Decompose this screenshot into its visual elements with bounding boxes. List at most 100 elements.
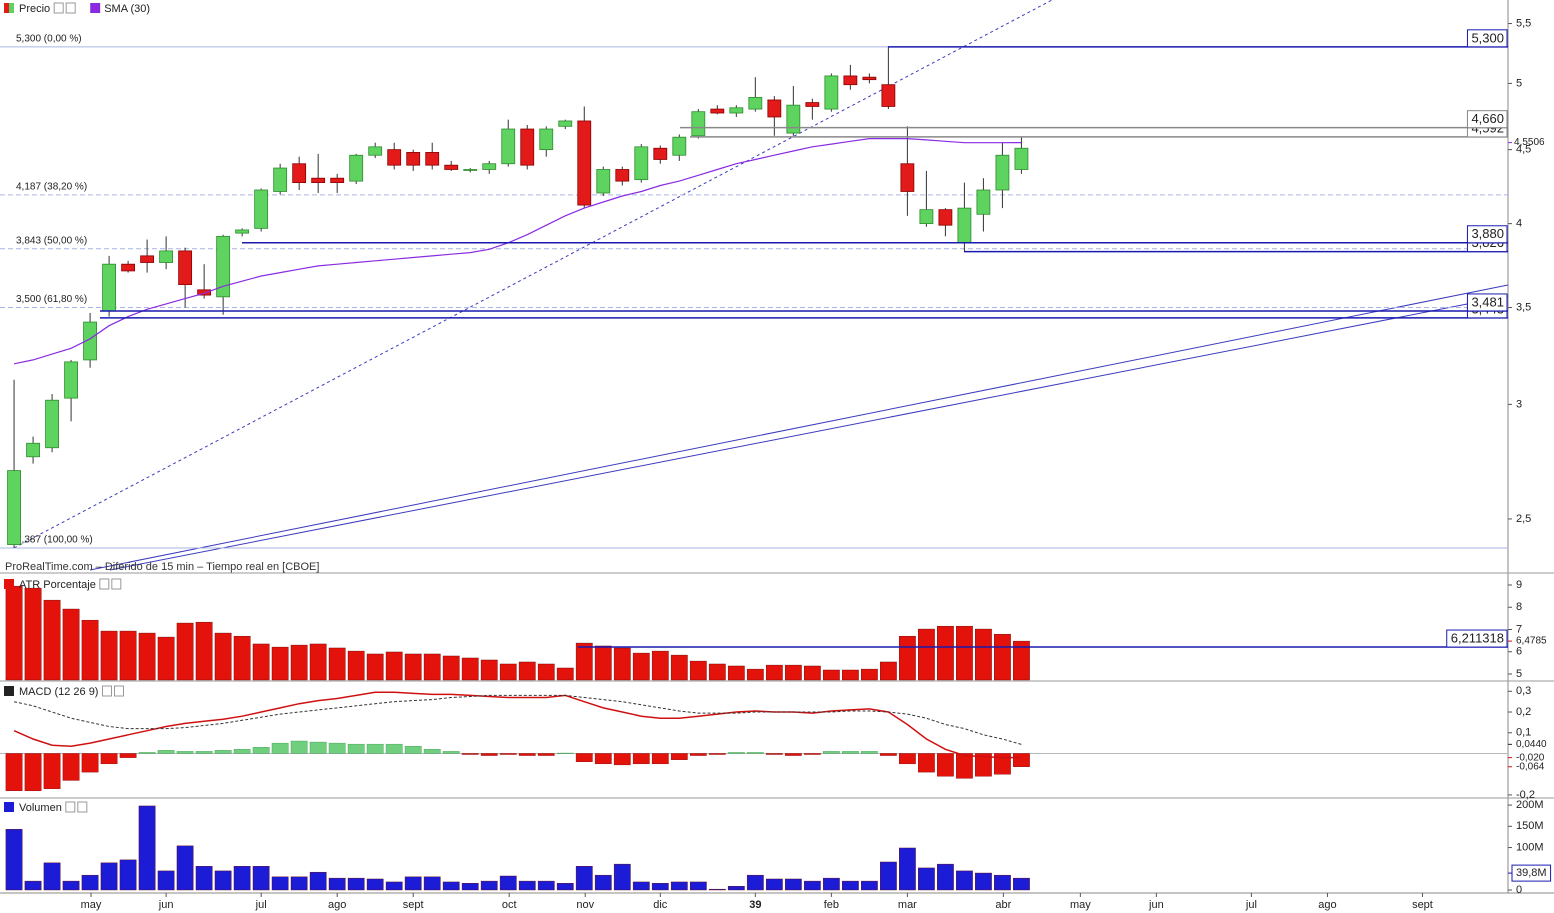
bar	[937, 863, 954, 891]
histogram-bar	[499, 753, 517, 755]
bar	[100, 862, 118, 891]
histogram-bar	[670, 753, 688, 760]
bar	[138, 632, 156, 681]
histogram-bar	[556, 752, 574, 754]
candle-body	[235, 229, 250, 234]
y-tick-label: 0,2	[1516, 706, 1531, 718]
bar	[5, 829, 23, 891]
settings-icon[interactable]	[99, 578, 110, 590]
bar	[822, 877, 840, 891]
bar	[537, 880, 555, 891]
bar	[214, 632, 232, 681]
channel-line	[89, 284, 1509, 571]
candle-body	[254, 189, 269, 229]
histogram-bar	[594, 753, 612, 765]
bar	[499, 875, 517, 891]
bar	[442, 881, 460, 891]
bar	[537, 663, 555, 681]
histogram-bar	[404, 746, 422, 754]
panel-title: Precio	[19, 3, 50, 15]
bar	[271, 876, 289, 891]
add-icon[interactable]	[65, 2, 76, 14]
settings-icon[interactable]	[101, 685, 112, 697]
bar	[252, 643, 270, 681]
bar	[518, 661, 536, 681]
x-tick-label: 39	[749, 899, 761, 911]
add-icon[interactable]	[113, 685, 124, 697]
x-tick-label: jun	[1148, 899, 1164, 911]
bar	[176, 622, 194, 681]
bar	[214, 870, 232, 891]
sma-line	[13, 138, 1022, 365]
bar	[765, 664, 783, 681]
candle-body	[406, 152, 421, 166]
histogram-bar	[727, 752, 745, 754]
candle-body	[615, 169, 630, 182]
histogram-bar	[994, 753, 1011, 775]
y-tick-label: 4,5	[1516, 144, 1531, 156]
x-tick-label: mar	[898, 899, 917, 911]
add-icon[interactable]	[111, 578, 122, 590]
candle-body	[805, 102, 820, 107]
bar	[119, 859, 137, 891]
bar	[994, 874, 1011, 891]
histogram-bar	[328, 742, 346, 754]
bar	[708, 663, 726, 681]
axis-label: 6,4785	[1516, 636, 1547, 647]
bar	[442, 655, 460, 681]
bar	[309, 643, 327, 681]
legend-swatch	[4, 802, 14, 812]
histogram-bar	[746, 752, 764, 754]
histogram-bar	[689, 753, 707, 756]
axis-label: 0,0440	[1516, 739, 1547, 750]
price-box-label: 6,211318	[1451, 630, 1504, 645]
histogram-bar	[880, 753, 897, 756]
add-icon[interactable]	[77, 801, 88, 813]
x-tick-label: dic	[653, 899, 668, 911]
histogram-bar	[271, 742, 289, 754]
bar	[366, 653, 384, 681]
bar	[594, 645, 612, 681]
price-box	[1466, 29, 1508, 48]
candle-body	[843, 75, 858, 86]
bar	[271, 646, 289, 681]
histogram-bar	[784, 753, 802, 756]
x-tick-label: jun	[158, 899, 174, 911]
price-box	[1466, 293, 1508, 312]
candle-body	[159, 250, 174, 263]
histogram-bar	[195, 751, 213, 754]
legend-swatch	[90, 3, 101, 13]
histogram-bar	[43, 753, 61, 789]
candle-body	[539, 128, 554, 151]
bar	[347, 877, 365, 891]
bar	[328, 877, 346, 891]
candle-body	[463, 169, 478, 171]
histogram-bar	[119, 753, 137, 758]
bar	[841, 669, 859, 681]
histogram-bar	[442, 751, 460, 754]
histogram-bar	[461, 753, 479, 755]
candle-body	[216, 235, 231, 298]
bar	[480, 659, 498, 681]
bar	[309, 871, 327, 891]
histogram-bar	[81, 753, 99, 773]
bar	[499, 663, 517, 681]
y-tick-label: 0,3	[1516, 685, 1531, 697]
candle-body	[900, 163, 915, 192]
histogram-bar	[575, 753, 593, 762]
bar	[708, 888, 726, 891]
candle-body	[311, 177, 326, 183]
fib-label: 3,843 (50,00 %)	[16, 235, 87, 246]
candle-body	[748, 97, 763, 110]
candle-body	[634, 146, 649, 181]
histogram-bar	[347, 743, 365, 754]
bar	[918, 628, 935, 681]
histogram-bar	[385, 743, 403, 754]
candle-body	[862, 76, 877, 81]
settings-icon[interactable]	[53, 2, 64, 14]
settings-icon[interactable]	[65, 801, 76, 813]
y-tick-label: 2,5	[1516, 513, 1531, 525]
bar	[195, 621, 213, 681]
bar	[157, 870, 175, 891]
